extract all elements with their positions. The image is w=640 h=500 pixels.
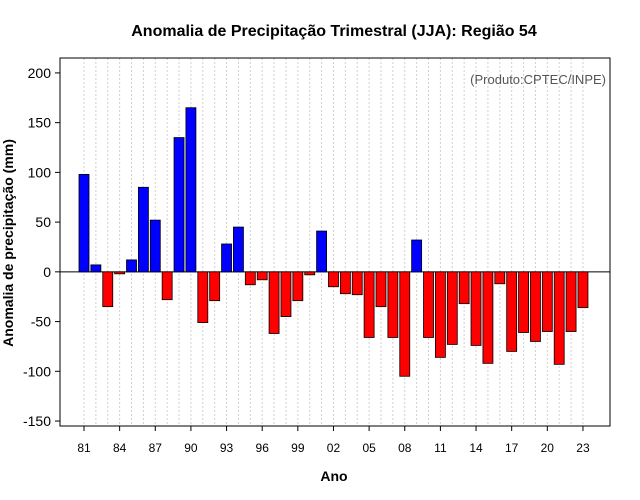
y-tick-label: -100 bbox=[23, 363, 51, 379]
x-tick-label: 02 bbox=[327, 441, 341, 455]
bar-1982 bbox=[90, 264, 102, 273]
bar-2006 bbox=[375, 271, 387, 308]
x-tick-label: 99 bbox=[291, 441, 305, 455]
y-tick-label: 150 bbox=[28, 115, 52, 131]
bar-1999 bbox=[292, 271, 304, 302]
bar-2017 bbox=[506, 271, 518, 352]
bar-1996 bbox=[256, 271, 268, 281]
bar-2019 bbox=[530, 271, 541, 342]
y-tick-label: 0 bbox=[43, 264, 51, 280]
bar-2011 bbox=[434, 271, 446, 358]
x-tick-label: 17 bbox=[505, 441, 519, 455]
y-tick-label: 200 bbox=[28, 65, 52, 81]
bar-2000 bbox=[304, 271, 316, 276]
bar-2001 bbox=[316, 230, 328, 273]
x-tick-label: 11 bbox=[434, 441, 447, 455]
bar-2016 bbox=[494, 271, 506, 285]
bar-2014 bbox=[470, 271, 482, 346]
bar-1984 bbox=[114, 271, 126, 275]
bar-1992 bbox=[209, 271, 221, 302]
bar-1994 bbox=[233, 226, 244, 273]
bar-2015 bbox=[482, 271, 494, 364]
chart-title: Anomalia de Precipitação Trimestral (JJA… bbox=[131, 23, 537, 40]
x-axis-title: Ano bbox=[320, 468, 347, 484]
y-tick-label: 100 bbox=[28, 164, 52, 180]
bar-1988 bbox=[161, 271, 173, 301]
bar-1995 bbox=[244, 271, 256, 286]
x-tick-label: 20 bbox=[541, 441, 555, 455]
plot-frame bbox=[59, 57, 611, 427]
bar-1985 bbox=[126, 259, 137, 273]
x-tick-label: 84 bbox=[113, 441, 127, 455]
bar-2002 bbox=[328, 271, 339, 288]
bar-2004 bbox=[351, 271, 363, 296]
x-tick-label: 08 bbox=[398, 441, 412, 455]
bar-2018 bbox=[518, 271, 529, 333]
y-axis-title: Anomalia de precipitação (mm) bbox=[0, 139, 16, 347]
y-tick-label: 50 bbox=[35, 214, 51, 230]
bar-2009 bbox=[411, 239, 423, 273]
bar-2022 bbox=[565, 271, 577, 332]
bar-2007 bbox=[387, 271, 399, 338]
bar-1986 bbox=[137, 186, 149, 273]
y-axis-ticks: -150 -100 -50 0 50 100 150 200 bbox=[23, 65, 60, 429]
bar-2023 bbox=[577, 271, 589, 309]
x-axis-ticks: 81 84 87 90 93 96 99 02 05 08 11 14 17 20 23 bbox=[77, 426, 590, 455]
bar-1997 bbox=[268, 271, 280, 334]
x-tick-label: 87 bbox=[149, 441, 163, 455]
x-tick-label: 14 bbox=[469, 441, 483, 455]
x-tick-label: 93 bbox=[220, 441, 234, 455]
bar-1989 bbox=[173, 137, 185, 273]
bar-2013 bbox=[458, 271, 470, 305]
bar-1993 bbox=[221, 243, 232, 273]
x-tick-label: 23 bbox=[576, 441, 590, 455]
bar-1987 bbox=[149, 219, 161, 273]
product-credit: (Produto:CPTEC/INPE) bbox=[470, 72, 606, 87]
x-tick-label: 96 bbox=[256, 441, 270, 455]
x-tick-label: 81 bbox=[77, 441, 91, 455]
bar-2012 bbox=[446, 271, 458, 345]
bars bbox=[78, 107, 589, 377]
x-tick-label: 90 bbox=[184, 441, 198, 455]
y-tick-label: -150 bbox=[23, 413, 51, 429]
y-tick-label: -50 bbox=[31, 314, 51, 330]
bar-2005 bbox=[363, 271, 375, 338]
bar-2003 bbox=[339, 271, 351, 295]
bar-1991 bbox=[197, 271, 209, 323]
x-tick-label: 05 bbox=[362, 441, 376, 455]
bar-2010 bbox=[423, 271, 434, 338]
bar-2008 bbox=[399, 271, 411, 377]
bar-1990 bbox=[185, 107, 197, 273]
bar-1998 bbox=[280, 271, 292, 317]
bar-1981 bbox=[78, 173, 90, 273]
bar-2020 bbox=[541, 271, 553, 332]
bar-1983 bbox=[102, 271, 114, 308]
bar-2021 bbox=[553, 271, 565, 365]
